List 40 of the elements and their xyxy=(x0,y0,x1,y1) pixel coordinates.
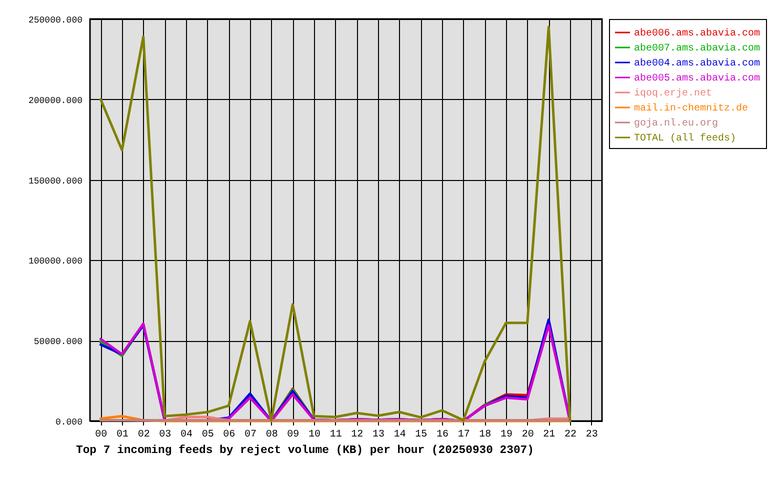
x-tick-label: 17 xyxy=(458,430,470,440)
x-tick-label: 09 xyxy=(287,430,300,440)
legend-label: iqoq.erje.net xyxy=(634,88,712,100)
legend-label: abe004.ams.abavia.com xyxy=(634,58,760,70)
y-tick-label: 50000.000 xyxy=(34,337,82,348)
x-tick-label: 20 xyxy=(522,430,534,440)
text: Top 7 incoming feeds by reject volume (KB) per hour (20250930 2307) xyxy=(76,444,534,457)
x-tick-label: 15 xyxy=(415,430,428,440)
x-tick-label: 14 xyxy=(394,430,406,440)
x-tick-label: 05 xyxy=(202,430,214,440)
x-tick-label: 01 xyxy=(116,430,129,440)
legend-label: mail.in-chemnitz.de xyxy=(634,102,748,114)
x-tick-label: 21 xyxy=(543,430,556,440)
line-series xyxy=(99,26,572,422)
x-tick-label: 16 xyxy=(436,430,449,440)
x-tick-label: 03 xyxy=(159,430,172,440)
x-tick-label: 11 xyxy=(330,430,342,440)
legend-label: abe006.ams.abavia.com xyxy=(634,28,760,40)
legend-label: goja.nl.eu.org xyxy=(634,118,718,130)
legend-label: abe005.ams.abavia.com xyxy=(634,72,760,84)
x-tick-label: 22 xyxy=(564,430,577,440)
y-tick-label: 0.000 xyxy=(55,418,82,428)
y-tick-label: 100000.000 xyxy=(28,256,82,267)
x-tick-label: 18 xyxy=(479,430,492,440)
y-tick-label: 250000.000 xyxy=(28,16,82,26)
x-tick-label: 13 xyxy=(372,430,385,440)
x-tick-label: 19 xyxy=(500,430,513,440)
x-tick-label: 12 xyxy=(351,430,364,440)
x-tick-label: 07 xyxy=(244,430,257,440)
y-tick-label: 150000.000 xyxy=(28,176,82,186)
y-tick-label: 200000.000 xyxy=(28,96,82,106)
legend-label: abe007.ams.abavia.com xyxy=(634,42,760,54)
x-tick-label: 04 xyxy=(180,430,193,440)
x-tick-label: 06 xyxy=(223,430,236,440)
x-tick-label: 08 xyxy=(266,430,278,440)
x-tick-label: 00 xyxy=(95,430,108,440)
x-tick-label: 23 xyxy=(586,430,598,440)
legend-label: TOTAL (all feeds) xyxy=(634,132,736,144)
x-tick-label: 10 xyxy=(308,430,321,440)
x-tick-label: 02 xyxy=(138,430,150,440)
